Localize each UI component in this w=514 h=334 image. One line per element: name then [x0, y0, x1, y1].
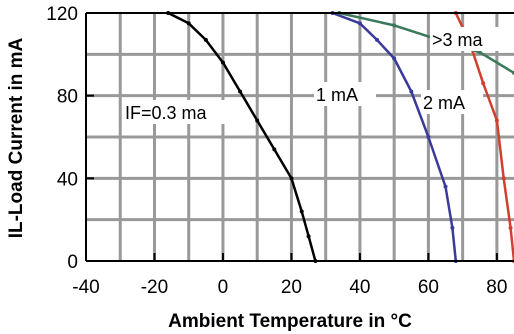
data-point [450, 225, 455, 230]
series-label-bg-1 [314, 82, 376, 106]
y-tick-label: 80 [57, 87, 78, 108]
data-point [409, 89, 414, 94]
data-point [426, 135, 431, 139]
y-tick-label: 40 [57, 169, 78, 190]
y-tick-label: 0 [67, 252, 78, 273]
data-point [255, 118, 260, 123]
series-labels: IF=0.3 ma 1 mA 2 mA >3 ma [123, 27, 500, 124]
series-label-bg-2 [421, 90, 483, 114]
series-label-1ma: 1 mA [316, 85, 358, 105]
data-point [392, 56, 397, 61]
data-point [494, 118, 499, 123]
axes-frame [85, 12, 514, 262]
data-point [357, 21, 362, 26]
data-point [299, 209, 304, 214]
data-point [289, 176, 294, 181]
x-axis-title: Ambient Temperature in °C [168, 311, 412, 332]
x-tick-label: 80 [486, 277, 507, 298]
data-point [477, 50, 482, 55]
data-point [238, 89, 243, 94]
data-point [306, 234, 311, 239]
data-point [443, 184, 448, 189]
data-point [203, 37, 208, 42]
series-label-3ma: >3 ma [432, 30, 484, 50]
x-tick-label: -40 [72, 277, 99, 298]
data-point [508, 225, 513, 230]
x-tick-labels: -40 -20 0 20 40 60 80 [72, 253, 507, 298]
x-tick-label: -20 [141, 277, 168, 298]
data-point [501, 176, 506, 181]
data-point [481, 81, 486, 86]
series-label-2ma: 2 mA [423, 93, 465, 113]
data-point [186, 21, 191, 26]
data-point [272, 147, 277, 152]
y-tick-labels: 0 40 80 120 [46, 4, 94, 273]
series-label-bg-3 [430, 27, 500, 51]
x-tick-label: 60 [418, 277, 439, 298]
x-tick-label: 20 [281, 277, 302, 298]
series-label-bg-0 [123, 100, 229, 124]
data-point [392, 23, 397, 28]
x-tick-label: 40 [349, 277, 370, 298]
y-tick-label: 120 [46, 4, 78, 25]
data-point [220, 60, 225, 65]
x-tick-label: 0 [218, 277, 229, 298]
y-axis-title: IL-Load Current in mA [6, 37, 27, 238]
data-point [375, 37, 380, 42]
series-label-if-0.3: IF=0.3 ma [125, 103, 208, 123]
